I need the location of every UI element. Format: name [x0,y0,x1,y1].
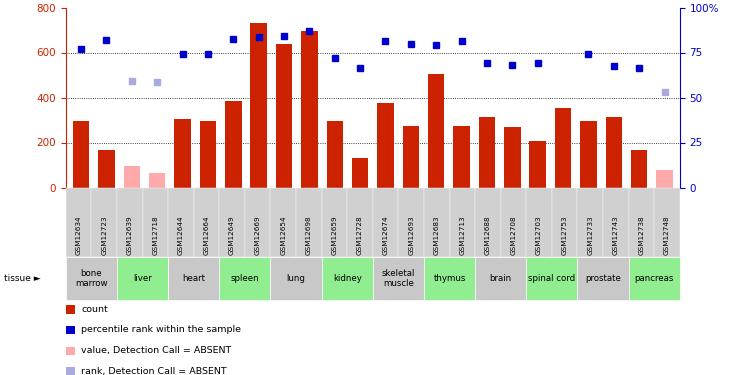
Text: GSM12708: GSM12708 [510,215,517,255]
Text: GSM12688: GSM12688 [485,215,491,255]
Text: GSM12634: GSM12634 [75,215,82,255]
Text: percentile rank within the sample: percentile rank within the sample [81,326,241,334]
Text: GSM12674: GSM12674 [382,215,389,255]
Bar [276,44,292,188]
Bar [149,173,165,188]
Text: GSM12713: GSM12713 [459,215,466,255]
Text: GSM12693: GSM12693 [408,215,414,255]
Bar [251,23,267,188]
Bar [555,108,572,188]
Text: GSM12659: GSM12659 [331,215,338,255]
Text: GSM12683: GSM12683 [433,215,440,255]
Text: GSM12669: GSM12669 [254,215,261,255]
Text: GSM12718: GSM12718 [152,215,159,255]
Text: brain: brain [490,274,512,283]
Bar [327,121,343,188]
Text: kidney: kidney [333,274,362,283]
Text: value, Detection Call = ABSENT: value, Detection Call = ABSENT [81,346,232,355]
Text: pancreas: pancreas [635,274,674,283]
Text: GSM12723: GSM12723 [101,215,107,255]
Text: GSM12654: GSM12654 [280,215,287,255]
Bar [428,74,444,188]
Text: rank, Detection Call = ABSENT: rank, Detection Call = ABSENT [81,367,227,375]
Bar [656,170,673,188]
Text: heart: heart [182,274,205,283]
Bar [631,150,648,188]
Text: GSM12664: GSM12664 [203,215,210,255]
Bar [529,141,546,188]
Text: GSM12738: GSM12738 [638,215,645,255]
Bar [200,121,216,188]
Bar [453,126,470,188]
Text: GSM12733: GSM12733 [587,215,594,255]
Text: prostate: prostate [585,274,621,283]
Bar [504,127,520,188]
Bar [124,166,140,188]
Text: count: count [81,305,108,314]
Text: GSM12728: GSM12728 [357,215,363,255]
Text: GSM12748: GSM12748 [664,215,670,255]
Bar [605,117,622,188]
Text: lung: lung [287,274,306,283]
Text: GSM12639: GSM12639 [126,215,133,255]
Text: tissue ►: tissue ► [4,274,40,283]
Bar [403,126,419,188]
Bar [225,101,241,188]
Bar [174,119,191,188]
Text: bone
marrow: bone marrow [75,269,107,288]
Text: GSM12644: GSM12644 [178,215,184,255]
Bar [580,121,596,188]
Text: GSM12743: GSM12743 [613,215,619,255]
Text: GSM12753: GSM12753 [561,215,568,255]
Text: thymus: thymus [433,274,466,283]
Bar [479,117,495,188]
Bar [377,103,394,188]
Text: GSM12698: GSM12698 [306,215,312,255]
Bar [301,31,318,188]
Text: skeletal
muscle: skeletal muscle [382,269,415,288]
Bar [73,121,89,188]
Text: spinal cord: spinal cord [529,274,575,283]
Bar [98,150,115,188]
Text: liver: liver [133,274,152,283]
Bar [352,158,368,188]
Text: spleen: spleen [230,274,260,283]
Text: GSM12703: GSM12703 [536,215,542,255]
Text: GSM12649: GSM12649 [229,215,235,255]
